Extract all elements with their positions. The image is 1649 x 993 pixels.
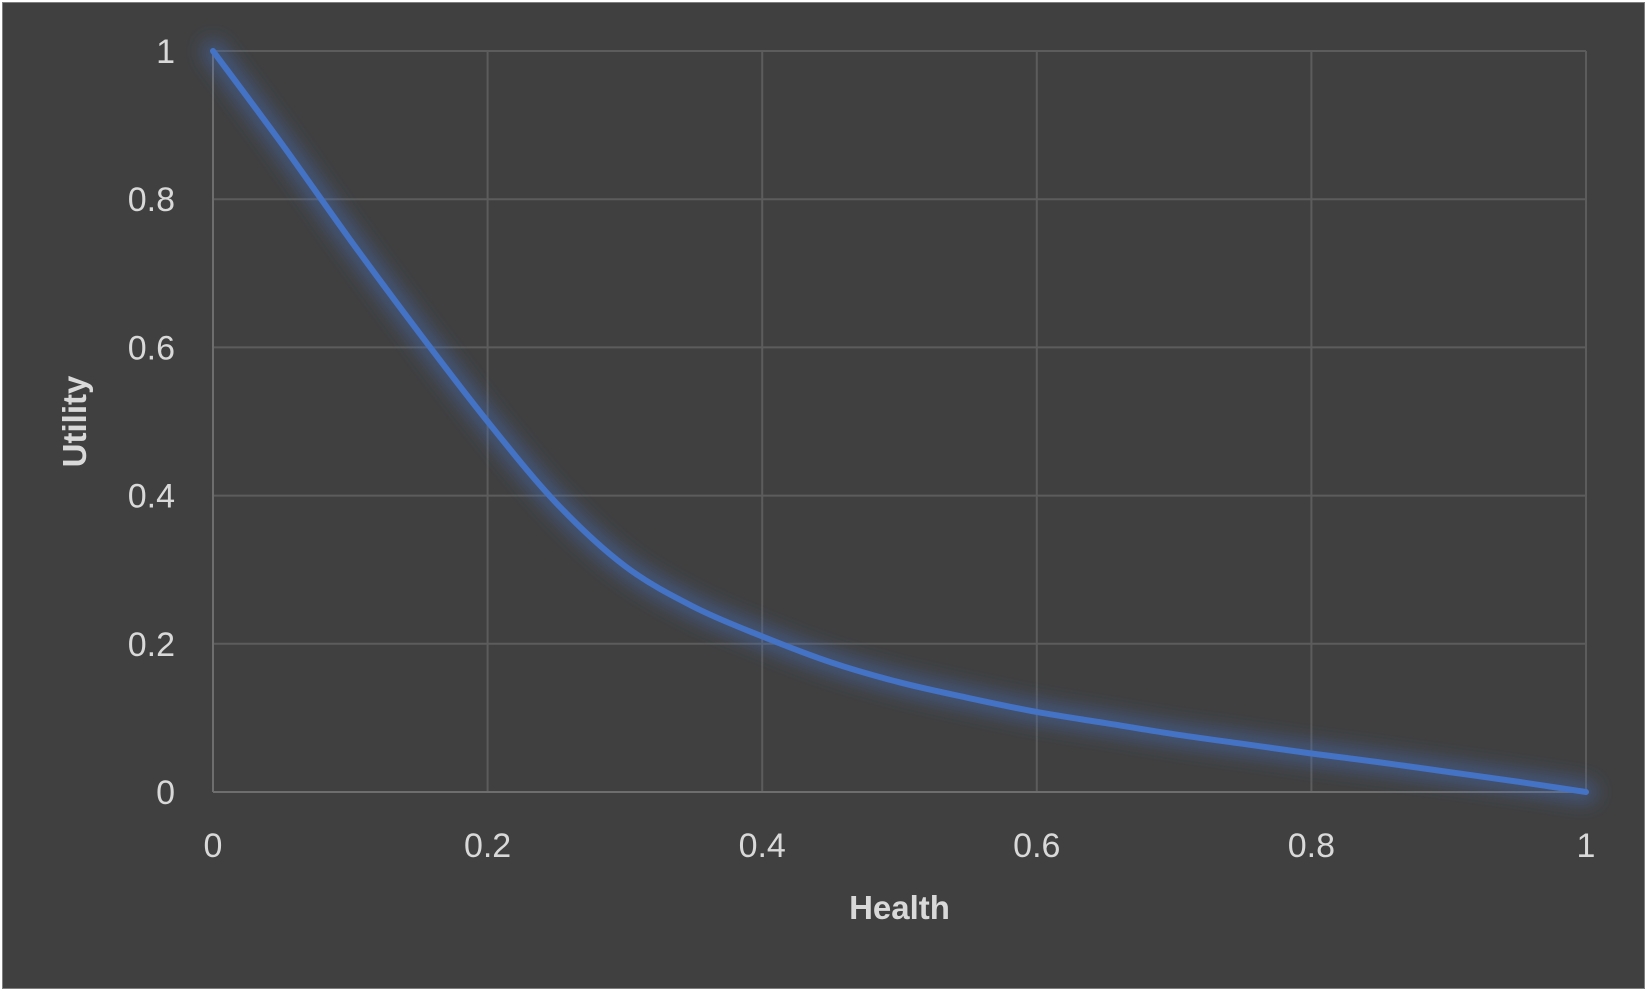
y-tick-label: 0.2 <box>128 626 175 664</box>
y-tick-label: 0.6 <box>128 329 175 367</box>
x-tick-label: 1 <box>1577 827 1596 865</box>
y-tick-label: 1 <box>156 33 175 71</box>
y-tick-label: 0.4 <box>128 478 175 516</box>
x-axis-title: Health <box>849 889 950 926</box>
x-tick-label: 0.8 <box>1288 827 1335 865</box>
y-tick-label: 0.8 <box>128 181 175 219</box>
y-tick-label: 0 <box>156 774 175 812</box>
x-tick-label: 0.2 <box>464 827 511 865</box>
y-axis-title: Utility <box>56 375 93 467</box>
x-tick-label: 0 <box>204 827 223 865</box>
gridlines <box>213 50 1587 792</box>
x-tick-label: 0.6 <box>1013 827 1060 865</box>
axes <box>212 51 1586 793</box>
series-layer <box>202 40 1597 803</box>
series-line-utility <box>210 48 1589 795</box>
tick-labels: 0 0.2 0.4 0.6 0.8 1 0 0.2 0.4 0.6 0.8 1 <box>128 33 1596 865</box>
x-tick-label: 0.4 <box>739 827 786 865</box>
